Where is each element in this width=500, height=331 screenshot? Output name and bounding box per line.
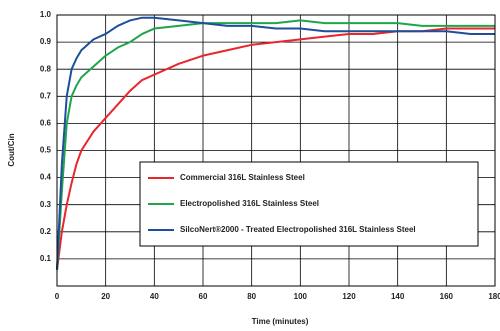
series-line xyxy=(56,16,495,270)
legend-label: SilcoNert®2000 - Treated Electropolished… xyxy=(180,225,416,234)
x-tick-label: 40 xyxy=(150,292,159,301)
y-tick-label: 0.9 xyxy=(40,37,52,46)
x-tick-label: 160 xyxy=(440,292,454,301)
x-tick-label: 140 xyxy=(391,292,405,301)
x-tick-label: 20 xyxy=(101,292,110,301)
y-tick-label: 0.2 xyxy=(40,227,52,236)
x-tick-label: 80 xyxy=(247,292,256,301)
x-axis-label: Time (minutes) xyxy=(252,317,309,326)
legend-box xyxy=(139,161,479,247)
y-tick-label: 0.8 xyxy=(40,64,52,73)
y-tick-label: 0.4 xyxy=(40,173,52,182)
series-line xyxy=(56,19,495,270)
y-tick-label: 0.3 xyxy=(40,200,52,209)
y-tick-label: 1.0 xyxy=(40,10,52,19)
y-tick-label: 0.5 xyxy=(40,146,52,155)
plot-border xyxy=(56,14,496,287)
x-tick-label: 180 xyxy=(488,292,500,301)
x-tick-label: 0 xyxy=(55,292,60,301)
legend-label: Commercial 316L Stainless Steel xyxy=(180,173,305,182)
legend-label: Electropolished 316L Stainless Steel xyxy=(180,199,319,208)
legend: Commercial 316L Stainless Steel Electropo… xyxy=(139,161,479,247)
x-tick-label: 60 xyxy=(199,292,208,301)
y-tick-label: 0.7 xyxy=(40,91,52,100)
y-axis-label: Cout/Cin xyxy=(7,133,16,166)
x-tick-label: 100 xyxy=(294,292,308,301)
y-tick-label: 0.6 xyxy=(40,119,52,128)
y-tick-label: 0.1 xyxy=(40,254,52,263)
x-tick-label: 120 xyxy=(342,292,356,301)
